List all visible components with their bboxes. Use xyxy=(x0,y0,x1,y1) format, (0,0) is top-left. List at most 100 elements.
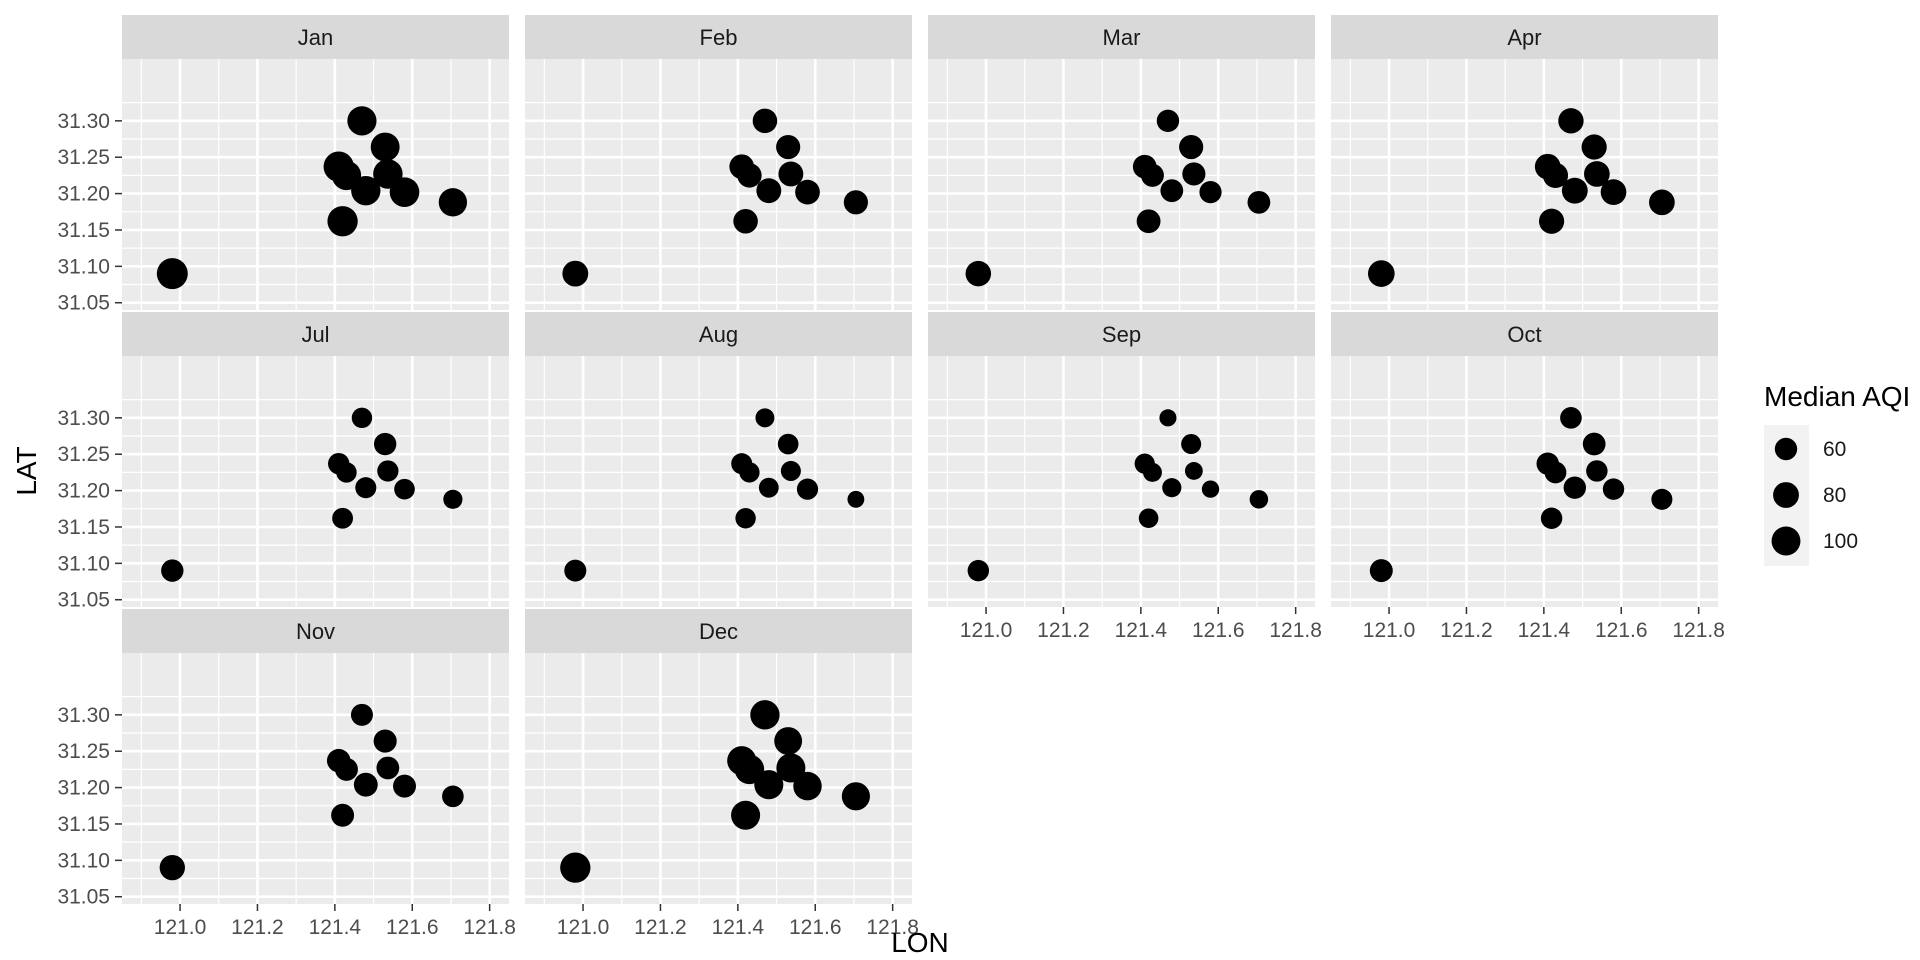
facet-panel-sep: Sep 121.0 121.2 121.4 121.6 121.8 xyxy=(928,312,1322,642)
facet-strip xyxy=(928,312,1315,356)
facet-strip-label: Aug xyxy=(699,322,738,347)
x-tick-label: 121.6 xyxy=(1192,619,1245,642)
data-point xyxy=(336,462,357,483)
y-tick-label: 31.25 xyxy=(57,146,110,169)
panel-background xyxy=(122,356,509,607)
data-point xyxy=(1544,461,1567,484)
y-tick-label: 31.05 xyxy=(57,886,110,909)
facet-panel-oct: Oct 121.0 121.2 121.4 121.6 121.8 xyxy=(1331,312,1725,642)
data-point xyxy=(737,163,762,188)
data-point xyxy=(370,132,400,162)
data-point xyxy=(373,432,397,456)
grid-lines xyxy=(1331,356,1718,607)
size-legend: Median AQI 60 80 100 xyxy=(1764,381,1910,566)
y-axis: 31.05 31.10 31.15 31.20 31.25 31.30 xyxy=(57,407,122,612)
data-point xyxy=(1181,434,1202,455)
legend-key-label: 60 xyxy=(1823,438,1846,461)
data-point xyxy=(351,176,381,206)
data-point xyxy=(756,178,782,204)
grid-lines xyxy=(928,356,1315,607)
facet-strip xyxy=(1331,312,1718,356)
y-tick-label: 31.10 xyxy=(57,849,110,872)
facet-strip xyxy=(122,15,509,59)
data-points xyxy=(1367,108,1675,287)
facet-strip xyxy=(525,15,912,59)
legend-key-label: 80 xyxy=(1823,484,1846,507)
data-point xyxy=(334,757,358,781)
data-point xyxy=(1199,181,1222,204)
facet-panel-feb: Feb xyxy=(525,15,912,310)
y-axis: 31.05 31.10 31.15 31.20 31.25 31.30 xyxy=(57,704,122,909)
data-point xyxy=(562,260,589,287)
data-point xyxy=(1542,162,1569,189)
x-tick-label: 121.2 xyxy=(1440,619,1493,642)
x-axis: 121.0 121.2 121.4 121.6 121.8 xyxy=(557,904,919,939)
facet-strip-label: Jul xyxy=(301,322,329,347)
data-point xyxy=(735,508,756,529)
data-point xyxy=(739,462,760,483)
data-point xyxy=(1540,507,1563,529)
facet-panel-apr: Apr xyxy=(1331,15,1718,310)
facet-strip xyxy=(122,312,509,356)
data-point xyxy=(1182,162,1206,186)
data-point xyxy=(796,478,819,500)
panel-background xyxy=(1331,59,1718,310)
x-tick-label: 121.8 xyxy=(866,916,919,939)
data-point xyxy=(847,490,865,508)
data-point xyxy=(1558,108,1584,134)
data-point xyxy=(1586,460,1608,482)
data-point xyxy=(777,433,799,455)
y-axis-title: LAT xyxy=(11,446,42,495)
data-point xyxy=(754,770,784,800)
data-point xyxy=(443,489,463,509)
data-point xyxy=(1159,409,1177,427)
data-points xyxy=(1369,407,1673,583)
data-point xyxy=(965,260,992,287)
legend-key-label: 100 xyxy=(1823,530,1858,553)
facet-strip-label: Jan xyxy=(298,25,333,50)
x-tick-label: 121.0 xyxy=(154,916,207,939)
facet-strip-label: Nov xyxy=(296,619,335,644)
data-point xyxy=(327,206,358,237)
y-tick-label: 31.20 xyxy=(57,183,110,206)
data-point xyxy=(1247,190,1271,214)
data-point xyxy=(793,771,822,801)
data-point xyxy=(967,559,990,582)
data-point xyxy=(1582,432,1606,456)
data-points xyxy=(564,408,865,582)
y-tick-label: 31.30 xyxy=(57,110,110,133)
data-point xyxy=(394,478,415,500)
data-point xyxy=(1649,189,1675,216)
y-tick-label: 31.15 xyxy=(57,219,110,242)
data-point xyxy=(355,477,377,499)
facet-strip-label: Sep xyxy=(1102,322,1141,347)
x-tick-label: 121.6 xyxy=(386,916,439,939)
data-point xyxy=(750,700,780,730)
y-tick-label: 31.20 xyxy=(57,480,110,503)
facet-panel-jan: Jan 31.05 31.10 31.15 31.20 31.25 31.30 xyxy=(57,15,509,315)
data-points xyxy=(156,106,468,290)
data-point xyxy=(1136,209,1161,234)
y-tick-label: 31.15 xyxy=(57,813,110,836)
data-point xyxy=(1160,179,1184,203)
facet-panels: Jan 31.05 31.10 31.15 31.20 31.25 31.30 Feb Mar A… xyxy=(57,15,1725,939)
data-point xyxy=(161,559,184,582)
x-tick-label: 121.4 xyxy=(1115,619,1168,642)
data-point xyxy=(1602,478,1625,500)
data-point xyxy=(776,134,801,160)
x-tick-label: 121.0 xyxy=(557,916,610,939)
grid-lines xyxy=(122,653,509,904)
facet-panel-mar: Mar xyxy=(928,15,1315,310)
data-point xyxy=(159,854,185,881)
data-point xyxy=(331,803,355,827)
data-point xyxy=(780,460,801,481)
y-tick-label: 31.25 xyxy=(57,740,110,763)
y-axis: 31.05 31.10 31.15 31.20 31.25 31.30 xyxy=(57,110,122,315)
panel-background xyxy=(525,653,912,904)
data-point xyxy=(353,772,378,797)
facet-strip xyxy=(1331,15,1718,59)
data-point xyxy=(1179,134,1204,160)
panel-background xyxy=(525,59,912,310)
x-tick-label: 121.2 xyxy=(231,916,284,939)
